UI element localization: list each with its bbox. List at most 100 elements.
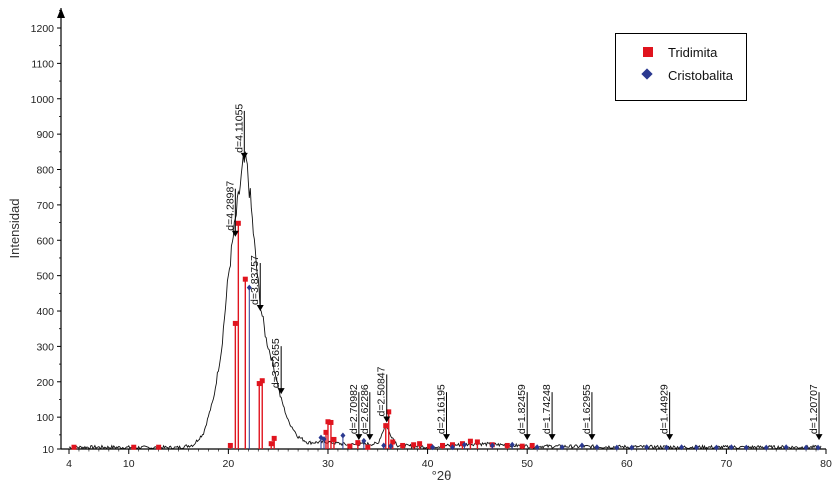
cristobalita-marker xyxy=(763,444,769,451)
tridimita-marker xyxy=(519,443,525,449)
y-axis-arrow-icon xyxy=(57,8,65,18)
tridimita-marker xyxy=(323,429,329,435)
y-tick-label: 800 xyxy=(36,165,54,177)
annotation-arrow-icon xyxy=(231,230,239,237)
annotation-arrow-icon xyxy=(588,434,596,441)
annotation-label: d=1.82459 xyxy=(516,384,528,434)
cristobalita-marker xyxy=(430,444,436,451)
y-tick-label: 700 xyxy=(36,200,54,212)
cristobalita-marker xyxy=(381,442,387,449)
annotation-arrow-icon xyxy=(666,434,674,441)
tridimita-marker xyxy=(390,439,396,445)
cristobalita-marker xyxy=(461,441,467,448)
cristobalita-marker xyxy=(509,441,515,448)
tridimita-marker xyxy=(331,436,337,442)
cristobalita-marker xyxy=(783,444,789,451)
y-tick-label: 500 xyxy=(36,271,54,283)
annotation-arrow-icon xyxy=(240,152,248,159)
legend-label-cristobalita: Cristobalita xyxy=(668,67,734,83)
x-axis-title: °2θ xyxy=(432,468,452,480)
y-axis-title: Intensidad xyxy=(7,199,22,259)
cristobalita-marker xyxy=(559,444,565,451)
annotation-label: d=2.62286 xyxy=(359,384,371,434)
y-tick-label: 1200 xyxy=(31,23,55,35)
cristobalita-marker xyxy=(449,444,455,451)
y-tick-label: 1000 xyxy=(31,94,55,106)
annotation-arrow-icon xyxy=(366,434,374,441)
tridimita-marker xyxy=(427,443,433,449)
y-tick-label: 400 xyxy=(36,306,54,318)
annotation-label: d=3.52655 xyxy=(270,338,282,388)
annotation-label: d=2.50847 xyxy=(376,366,388,416)
tridimita-marker xyxy=(256,381,262,387)
cristobalita-marker xyxy=(815,444,821,451)
annotation-arrow-icon xyxy=(256,305,264,312)
annotation-arrow-icon xyxy=(815,434,823,441)
cristobalita-marker xyxy=(743,444,749,451)
tridimita-marker xyxy=(400,442,406,448)
tridimita-marker xyxy=(459,441,465,447)
tridimita-marker xyxy=(386,409,392,415)
annotation-label: d=3.83757 xyxy=(249,255,261,305)
cristobalita-marker xyxy=(388,443,394,450)
x-tick-label: 80 xyxy=(820,458,832,470)
annotation-label: d=1.62955 xyxy=(581,384,593,434)
x-tick-label: 10 xyxy=(123,458,135,470)
x-tick-label: 30 xyxy=(322,458,334,470)
cristobalita-marker xyxy=(361,437,367,444)
cristobalita-marker xyxy=(340,432,346,439)
cristobalita-marker xyxy=(679,444,685,451)
cristobalita-marker xyxy=(694,444,700,451)
x-tick-label: 70 xyxy=(721,458,733,470)
cristobalita-marker xyxy=(614,444,620,451)
cristobalita-marker xyxy=(728,444,734,451)
tridimita-marker xyxy=(235,220,241,226)
x-tick-label: 20 xyxy=(223,458,235,470)
annotation-label: d=2.16195 xyxy=(436,384,448,434)
legend-label-tridimita: Tridimita xyxy=(668,44,718,60)
legend-item-tridimita: Tridimita xyxy=(616,43,717,61)
legend-item-cristobalita: Cristobalita xyxy=(616,66,733,84)
annotation-arrow-icon xyxy=(277,388,285,395)
tridimita-marker xyxy=(365,444,371,450)
y-tick-label: 300 xyxy=(36,341,54,353)
tridimita-marker xyxy=(325,419,331,425)
annotation-label: d=2.70982 xyxy=(348,384,360,434)
x-tick-label: 60 xyxy=(621,458,633,470)
tridimita-square-icon xyxy=(638,43,660,61)
cristobalita-marker xyxy=(713,444,719,451)
tridimita-marker xyxy=(417,441,423,447)
annotation-label: d=1.44929 xyxy=(659,384,671,434)
cristobalita-marker xyxy=(664,444,670,451)
tridimita-marker xyxy=(440,442,446,448)
cristobalita-marker xyxy=(803,444,809,451)
y-tick-label: 10 xyxy=(42,444,54,456)
tridimita-marker xyxy=(411,442,417,448)
annotation-label: d=4.11055 xyxy=(233,104,245,153)
cristobalita-marker xyxy=(579,442,585,449)
tridimita-marker xyxy=(131,444,137,450)
tridimita-marker xyxy=(227,442,233,448)
y-tick-label: 1100 xyxy=(31,58,54,70)
tridimita-marker xyxy=(529,442,535,448)
annotation-arrow-icon xyxy=(523,434,531,441)
tridimita-marker xyxy=(268,441,274,447)
cristobalita-marker xyxy=(321,436,327,443)
tridimita-marker xyxy=(355,440,361,446)
tridimita-marker xyxy=(474,439,480,445)
tridimita-marker xyxy=(232,320,238,326)
tridimita-marker xyxy=(504,442,510,448)
cristobalita-marker xyxy=(534,444,540,451)
annotation-label: d=4.28987 xyxy=(224,181,236,231)
y-tick-label: 100 xyxy=(36,412,54,424)
cristobalita-marker xyxy=(629,444,635,451)
annotation-arrow-icon xyxy=(443,434,451,441)
y-tick-label: 200 xyxy=(36,377,54,389)
cristobalita-marker xyxy=(489,442,495,449)
tridimita-marker xyxy=(467,438,473,444)
annotation-label: d=1.74248 xyxy=(541,384,553,434)
y-tick-label: 900 xyxy=(36,129,54,141)
legend: Tridimita Cristobalita xyxy=(615,33,747,101)
tridimita-marker xyxy=(271,435,277,441)
